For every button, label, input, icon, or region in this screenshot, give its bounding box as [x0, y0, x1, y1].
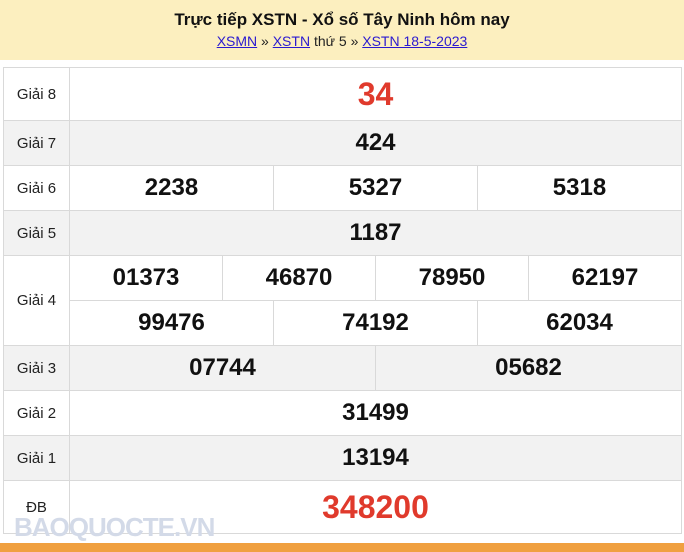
- prize-value: 34: [69, 67, 682, 121]
- prize-value: 13194: [69, 435, 682, 481]
- prize-label: Giải 6: [3, 165, 70, 211]
- row-giai-2: Giải 2 31499: [3, 390, 682, 436]
- prize-label: Giải 2: [3, 390, 70, 436]
- prize-value: 31499: [69, 390, 682, 436]
- row-giai-4: Giải 4 01373 46870 78950 62197: [3, 255, 682, 346]
- prize-value: 1187: [69, 210, 682, 256]
- prize-value: 99476: [69, 300, 274, 346]
- prize-label: ĐB: [3, 480, 70, 534]
- prize-value: 05682: [375, 345, 682, 391]
- footer-bar: [0, 543, 684, 552]
- xsmn-link[interactable]: XSMN: [216, 33, 258, 49]
- row-giai-6: Giải 6 2238 5327 5318: [3, 165, 682, 211]
- special-prize-value: 348200: [69, 480, 682, 534]
- prize-value: 424: [69, 120, 682, 166]
- prize-value: 5318: [477, 165, 682, 211]
- xstn-date-link[interactable]: XSTN 18-5-2023: [362, 33, 468, 49]
- row-giai-3: Giải 3 07744 05682: [3, 345, 682, 391]
- prize-value: 74192: [273, 300, 478, 346]
- watermark-logo: BAOQUOCTE.VN: [14, 512, 215, 542]
- row-giai-8: Giải 8 34: [3, 67, 682, 121]
- prize-label: Giải 1: [3, 435, 70, 481]
- row-giai-1: Giải 1 13194: [3, 435, 682, 481]
- prize-value: 01373: [69, 255, 223, 301]
- page-header: Trực tiếp XSTN - Xổ số Tây Ninh hôm nay …: [0, 0, 684, 60]
- row-dac-biet: ĐB 348200: [3, 480, 682, 534]
- prize-label: Giải 4: [3, 255, 70, 346]
- prize-value: 78950: [375, 255, 529, 301]
- breadcrumb-separator: »: [257, 33, 273, 49]
- row-giai-5: Giải 5 1187: [3, 210, 682, 256]
- row-giai-4-b: 99476 74192 62034: [4, 300, 682, 346]
- prize-value: 5327: [273, 165, 478, 211]
- row-giai-7: Giải 7 424: [3, 120, 682, 166]
- prize-label: Giải 7: [3, 120, 70, 166]
- prize-value: 62197: [528, 255, 682, 301]
- breadcrumb-day: thứ 5 »: [310, 33, 363, 49]
- prize-label: Giải 3: [3, 345, 70, 391]
- breadcrumb: XSMN » XSTN thứ 5 » XSTN 18-5-2023: [0, 32, 684, 50]
- prize-value: 2238: [69, 165, 274, 211]
- page-title: Trực tiếp XSTN - Xổ số Tây Ninh hôm nay: [174, 10, 510, 29]
- prize-label: Giải 5: [3, 210, 70, 256]
- prize-label: Giải 8: [3, 67, 70, 121]
- xstn-link[interactable]: XSTN: [272, 33, 311, 49]
- prize-value: 46870: [222, 255, 376, 301]
- prize-value: 07744: [69, 345, 376, 391]
- results-table: Giải 8 34 Giải 7 424 Giải 6 2238 5327 53…: [3, 67, 682, 534]
- prize-value: 62034: [477, 300, 682, 346]
